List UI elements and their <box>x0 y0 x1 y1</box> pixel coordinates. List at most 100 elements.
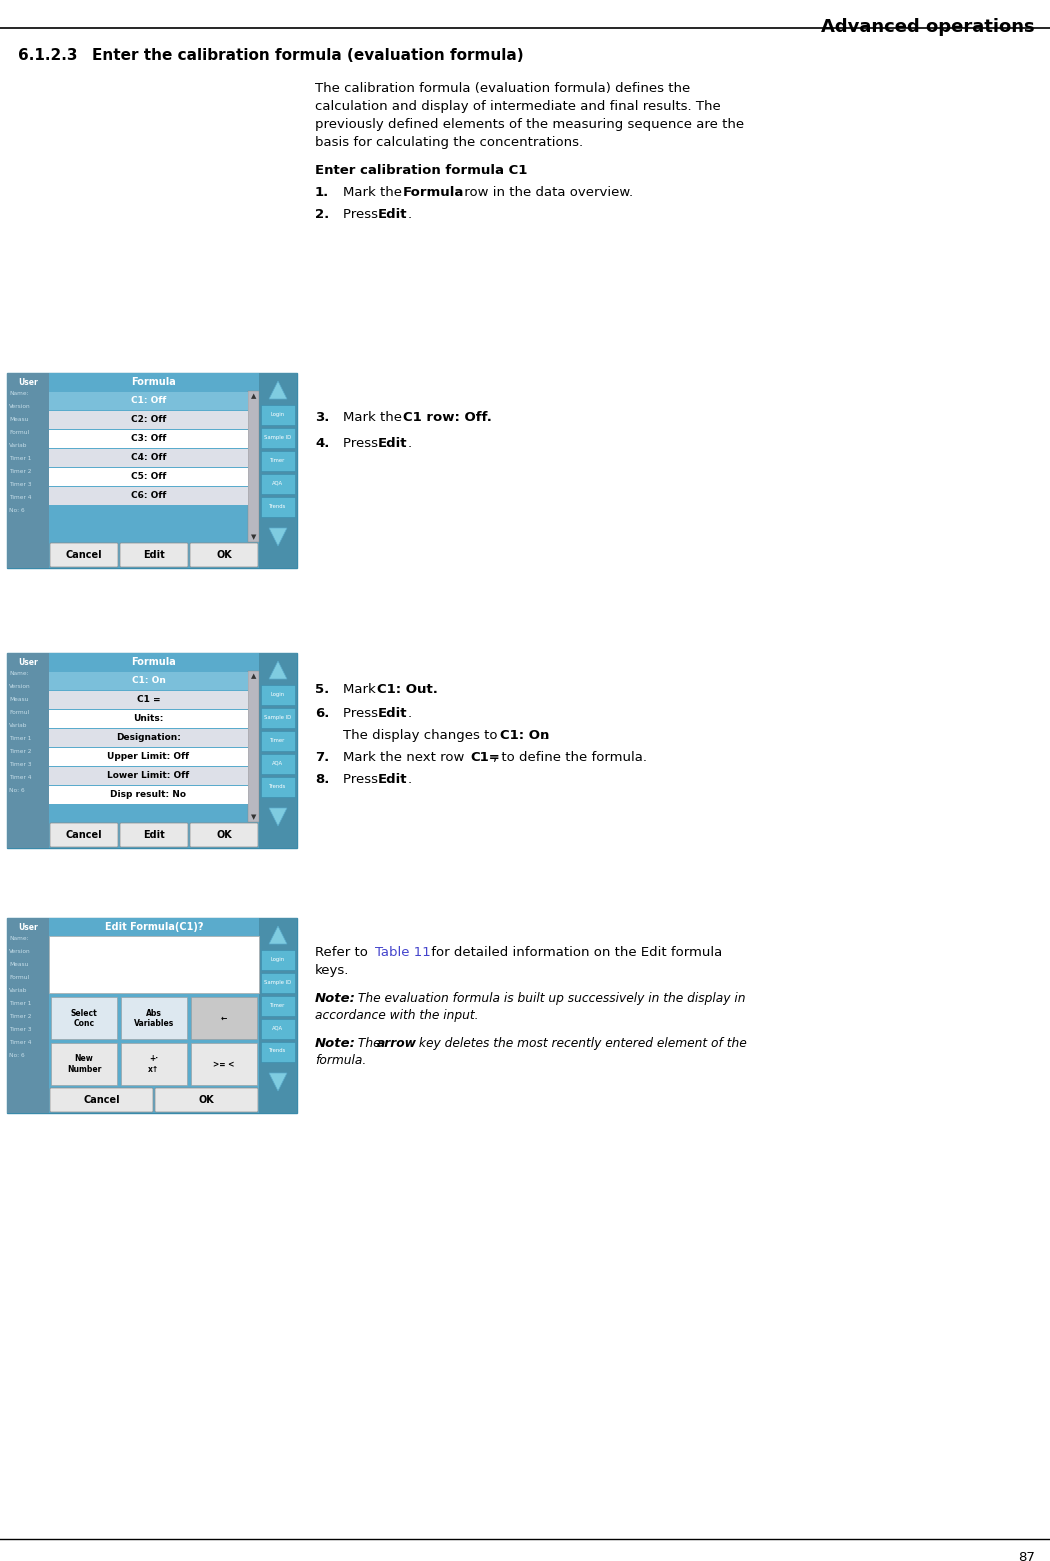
Text: No: 6: No: 6 <box>9 507 24 514</box>
Bar <box>261 731 295 751</box>
Text: Edit: Edit <box>378 707 407 720</box>
Text: Designation:: Designation: <box>117 734 181 741</box>
FancyBboxPatch shape <box>190 823 258 848</box>
Text: Cancel: Cancel <box>66 549 102 560</box>
Text: >= <: >= < <box>213 1060 235 1069</box>
Text: Press: Press <box>343 707 382 720</box>
Text: C1: On: C1: On <box>500 729 549 741</box>
Bar <box>7 918 297 1113</box>
Text: .: . <box>408 773 412 787</box>
Text: Version: Version <box>9 949 30 954</box>
Text: OK: OK <box>216 830 232 840</box>
Text: +·
x↑: +· x↑ <box>148 1054 160 1074</box>
Text: The calibration formula (evaluation formula) defines the: The calibration formula (evaluation form… <box>315 83 690 95</box>
Bar <box>191 997 257 1040</box>
Text: Timer 3: Timer 3 <box>9 762 31 766</box>
Bar <box>261 496 295 517</box>
Bar <box>121 997 187 1040</box>
Text: C1: Out.: C1: Out. <box>377 684 438 696</box>
Text: ←: ← <box>220 1013 227 1022</box>
Text: Press: Press <box>343 437 382 450</box>
Text: C5: Off: C5: Off <box>131 471 166 481</box>
Text: , to define the formula.: , to define the formula. <box>494 751 647 763</box>
Text: Press: Press <box>343 208 382 222</box>
Text: ▼: ▼ <box>251 813 256 820</box>
Text: AQA: AQA <box>272 760 284 765</box>
Text: Edit: Edit <box>143 549 165 560</box>
Bar <box>259 918 297 1113</box>
Bar <box>49 392 248 411</box>
Text: Login: Login <box>271 957 285 962</box>
Text: 2.: 2. <box>315 208 330 222</box>
Text: C6: Off: C6: Off <box>131 492 166 500</box>
Text: Cancel: Cancel <box>66 830 102 840</box>
Text: Enter the calibration formula (evaluation formula): Enter the calibration formula (evaluatio… <box>92 48 524 62</box>
Text: Timer 4: Timer 4 <box>9 495 31 500</box>
Bar <box>261 973 295 993</box>
Text: for detailed information on the Edit formula: for detailed information on the Edit for… <box>427 946 722 958</box>
Text: 1.: 1. <box>315 186 330 198</box>
Text: Edit: Edit <box>143 830 165 840</box>
Bar <box>261 1043 295 1061</box>
Text: No: 6: No: 6 <box>9 788 24 793</box>
Text: basis for calculating the concentrations.: basis for calculating the concentrations… <box>315 136 583 148</box>
Text: AQA: AQA <box>272 1026 284 1030</box>
Text: Mark the next row: Mark the next row <box>343 751 468 763</box>
FancyBboxPatch shape <box>120 823 188 848</box>
Text: Note:: Note: <box>315 1037 356 1051</box>
Bar <box>259 652 297 848</box>
Text: Mark the: Mark the <box>343 186 406 198</box>
Bar <box>121 1043 187 1085</box>
Text: Edit Formula(C1)?: Edit Formula(C1)? <box>105 923 204 932</box>
Bar <box>7 652 49 848</box>
Bar <box>49 710 248 727</box>
Text: Abs
Variables: Abs Variables <box>134 1008 174 1029</box>
Text: Sample ID: Sample ID <box>265 715 292 720</box>
Text: Version: Version <box>9 684 30 688</box>
Text: Variab: Variab <box>9 723 27 727</box>
Text: C1: On: C1: On <box>131 676 166 685</box>
Bar <box>49 918 259 937</box>
Text: Advanced operations: Advanced operations <box>821 19 1035 36</box>
Bar <box>261 475 295 493</box>
FancyBboxPatch shape <box>50 1088 153 1111</box>
Text: Login: Login <box>271 412 285 417</box>
Text: 4.: 4. <box>315 437 330 450</box>
Text: Login: Login <box>271 692 285 696</box>
Polygon shape <box>269 1072 287 1091</box>
Text: Timer 1: Timer 1 <box>9 456 31 460</box>
Polygon shape <box>269 660 287 679</box>
Polygon shape <box>269 926 287 944</box>
Text: ▲: ▲ <box>251 393 256 400</box>
Bar <box>7 373 297 568</box>
FancyBboxPatch shape <box>190 543 258 567</box>
Bar <box>49 487 248 506</box>
Text: Timer 4: Timer 4 <box>9 1040 31 1044</box>
Text: Timer 3: Timer 3 <box>9 482 31 487</box>
Bar <box>49 785 248 804</box>
Text: Formula: Formula <box>131 657 176 667</box>
Bar <box>261 777 295 798</box>
Bar <box>49 652 259 671</box>
Text: Timer: Timer <box>270 737 286 743</box>
Text: Timer 3: Timer 3 <box>9 1027 31 1032</box>
Text: Measu: Measu <box>9 962 28 966</box>
Bar <box>51 997 117 1040</box>
Text: The: The <box>354 1037 384 1051</box>
Text: Edit: Edit <box>378 208 407 222</box>
Bar <box>7 373 49 568</box>
Bar <box>261 685 295 706</box>
Text: Measu: Measu <box>9 698 28 702</box>
Bar <box>51 1043 117 1085</box>
Text: Trends: Trends <box>269 1049 287 1054</box>
Text: Units:: Units: <box>133 713 164 723</box>
Bar <box>49 937 259 993</box>
Text: Note:: Note: <box>315 991 356 1005</box>
Text: accordance with the input.: accordance with the input. <box>315 1008 479 1022</box>
Text: 6.: 6. <box>315 707 330 720</box>
Polygon shape <box>269 528 287 546</box>
Text: Press: Press <box>343 773 382 787</box>
Bar <box>49 671 248 690</box>
Bar <box>261 951 295 969</box>
Bar <box>49 729 248 748</box>
